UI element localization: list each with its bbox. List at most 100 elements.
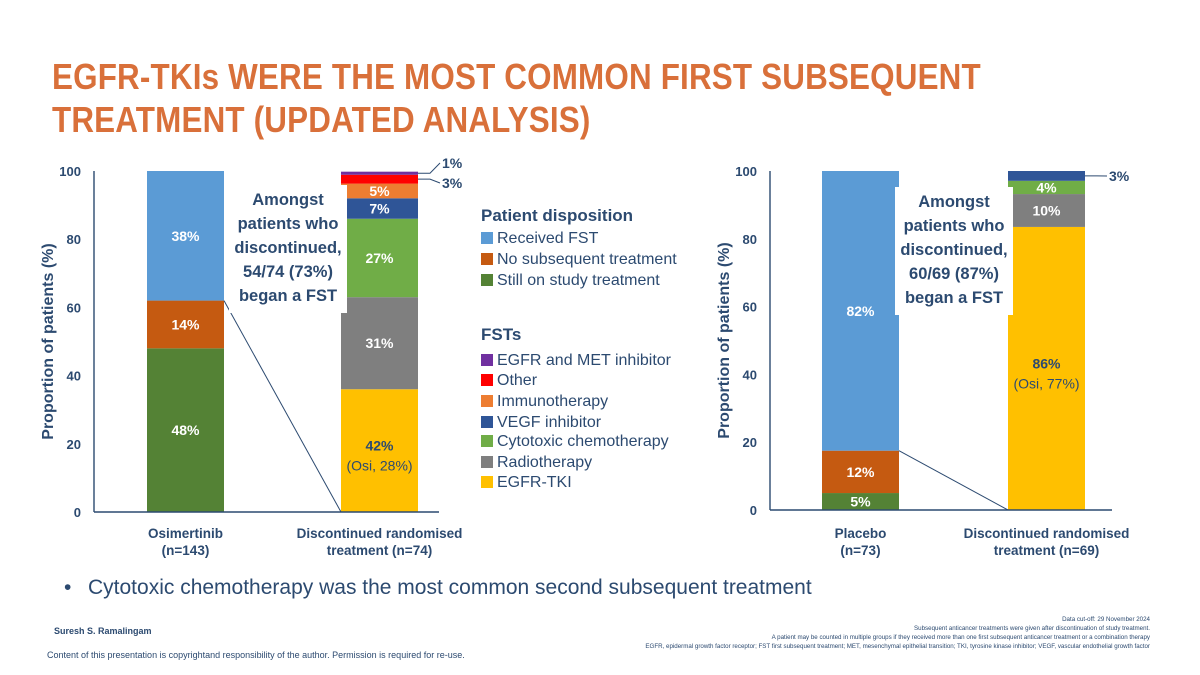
bar-segment-no-subsequent	[147, 300, 224, 349]
bar-value-label: 48%	[171, 422, 200, 438]
bar-segment-cytotoxic	[341, 218, 418, 298]
category-label: Osimertinib	[148, 526, 223, 541]
bullet-dot: •	[64, 576, 72, 599]
bar-value-label: 10%	[1032, 202, 1061, 218]
bar-segment-egfr-tki	[341, 389, 418, 512]
footnotes: Data cut-off: 29 November 2024 Subsequen…	[450, 615, 1150, 651]
page-title: EGFR-TKIs WERE THE MOST COMMON FIRST SUB…	[52, 55, 981, 141]
leader-line	[418, 178, 441, 184]
legend-swatch	[481, 395, 493, 407]
y-tick-label: 60	[67, 300, 81, 315]
y-tick-label: 0	[74, 505, 81, 520]
legend-title-disposition: Patient disposition	[481, 206, 633, 225]
bar-value-label: 86%	[1032, 355, 1061, 371]
bar-segment-received-fst	[147, 171, 224, 301]
bar-value-label: 5%	[850, 494, 871, 510]
bar-segment-radiotherapy	[341, 297, 418, 390]
connector-line-bottom	[898, 450, 1009, 511]
bar-value-label: 12%	[846, 464, 875, 480]
legend-swatch	[481, 354, 493, 366]
legend-swatch	[481, 416, 493, 428]
outside-value-label: 1%	[442, 155, 463, 171]
annotation-line: began a FST	[239, 287, 337, 305]
annotation-line: Amongst	[252, 191, 324, 209]
footnote-subsequent: Subsequent anticancer treatments were gi…	[914, 625, 1150, 632]
bar-value-label: 5%	[369, 183, 390, 199]
legend-item-label: EGFR and MET inhibitor	[497, 352, 672, 369]
bar-segment-still-on-study	[147, 348, 224, 512]
bar-value-label: 42%	[365, 438, 394, 454]
legend-item-label: Cytotoxic chemotherapy	[497, 433, 669, 450]
bar-sub-label: (Osi, 28%)	[346, 458, 412, 474]
bar-value-label: 38%	[171, 228, 200, 244]
y-tick-label: 40	[67, 369, 81, 384]
annotation-line: discontinued,	[900, 241, 1007, 259]
outside-value-label: 3%	[1109, 168, 1130, 184]
author-name: Suresh S. Ramalingam	[54, 626, 152, 636]
bullet-text: Cytotoxic chemotherapy was the most comm…	[88, 576, 812, 599]
bar-value-label: 14%	[171, 316, 200, 332]
bar-segment-vegf	[341, 198, 418, 219]
legend-swatch	[481, 274, 493, 286]
annotation-line: patients who	[238, 215, 339, 233]
legend-swatch	[481, 232, 493, 244]
legend-swatch	[481, 476, 493, 488]
category-label: (n=143)	[162, 543, 210, 558]
y-tick-label: 100	[59, 164, 81, 179]
y-tick-label: 0	[750, 503, 757, 518]
legend-item-label: VEGF inhibitor	[497, 414, 602, 431]
annotation-line: 60/69 (87%)	[909, 265, 999, 283]
annotation-background	[229, 185, 347, 313]
category-label: (n=73)	[840, 543, 880, 558]
y-tick-label: 80	[743, 232, 757, 247]
connector-line-bottom	[223, 300, 342, 513]
legend-item-label: Immunotherapy	[497, 393, 608, 410]
legend-swatch	[481, 253, 493, 265]
y-tick-label: 100	[735, 164, 757, 179]
bar-value-label: 31%	[365, 335, 394, 351]
legend-item-label: Other	[497, 372, 538, 389]
category-label: Discontinued randomised	[964, 526, 1130, 541]
outside-value-label: 3%	[442, 175, 463, 191]
legend-item-label: Received FST	[497, 230, 599, 247]
legend-item-label: Still on study treatment	[497, 272, 660, 289]
annotation-line: began a FST	[905, 289, 1003, 307]
bar-value-label: 82%	[846, 303, 875, 319]
footnote-cutoff: Data cut-off: 29 November 2024	[1062, 616, 1150, 623]
annotation-line: discontinued,	[234, 239, 341, 257]
bar-segment-cytotoxic	[1008, 180, 1085, 195]
title-line-2: TREATMENT (UPDATED ANALYSIS)	[52, 99, 591, 140]
annotation-background	[895, 187, 1013, 315]
annotation-line: Amongst	[918, 193, 990, 211]
bar-value-label: 27%	[365, 250, 394, 266]
footnote-abbreviations: EGFR, epidermal growth factor receptor; …	[645, 643, 1150, 650]
legend-item-label: No subsequent treatment	[497, 251, 677, 268]
bar-segment-still-on-study	[822, 493, 899, 510]
category-label: treatment (n=74)	[327, 543, 432, 558]
bar-segment-received-fst	[822, 171, 899, 451]
footnote-multiple-groups: A patient may be counted in multiple gro…	[771, 634, 1150, 641]
y-tick-label: 40	[743, 367, 757, 382]
bar-segment-immunotherapy	[341, 183, 418, 199]
bar-value-label: 4%	[1036, 179, 1057, 195]
annotation-line: 54/74 (73%)	[243, 263, 333, 281]
legend-swatch	[481, 374, 493, 386]
category-label: treatment (n=69)	[994, 543, 1099, 558]
title-line-1: EGFR-TKIs WERE THE MOST COMMON FIRST SUB…	[52, 56, 981, 97]
bar-segment-egfr-tki	[1008, 226, 1085, 510]
category-label: Discontinued randomised	[297, 526, 463, 541]
y-tick-label: 20	[67, 437, 81, 452]
y-tick-label: 80	[67, 232, 81, 247]
bar-segment-radiotherapy	[1008, 194, 1085, 227]
bar-segment-other	[341, 174, 418, 184]
bar-segment-no-subsequent	[822, 450, 899, 494]
legend-title-fsts: FSTs	[481, 325, 521, 344]
bar-segment-vegf	[1008, 171, 1085, 181]
legend-swatch	[481, 435, 493, 447]
y-tick-label: 60	[743, 300, 757, 315]
legend-item-label: Radiotherapy	[497, 454, 592, 471]
legend-swatch	[481, 456, 493, 468]
annotation-line: patients who	[904, 217, 1005, 235]
category-label: Placebo	[835, 526, 887, 541]
